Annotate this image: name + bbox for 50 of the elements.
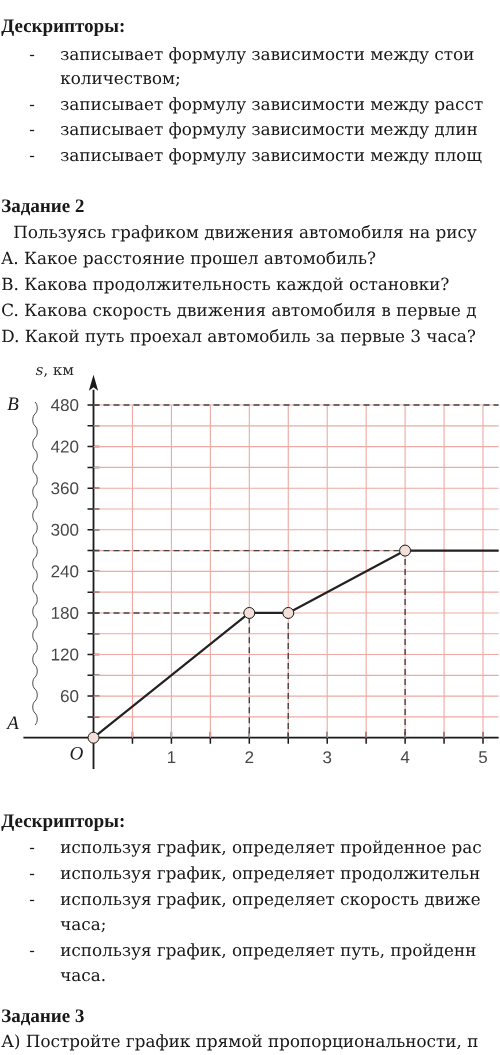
y-tick-label: 360 [51, 482, 79, 495]
text: B. Какова продолжительность каждой остановки? [2, 277, 449, 294]
x-tick-label: 3 [323, 751, 332, 764]
y-tick-label: 120 [51, 648, 79, 661]
point [87, 731, 100, 744]
annotation: O [70, 746, 83, 760]
text: часа; [60, 921, 105, 933]
text: - [29, 155, 35, 158]
y-tick-label: 480 [51, 399, 79, 412]
y-tick-label: 240 [51, 565, 79, 578]
text: Задание 3 [2, 1009, 84, 1026]
text: - [29, 847, 35, 850]
y-tick-label: 60 [60, 690, 79, 703]
text: A [6, 716, 19, 729]
text: A. Какое расстояние прошел автомобиль? [1, 250, 376, 268]
chart-subtitle: Пользуясь графиком движения автомобиля на рису [14, 224, 477, 242]
chart-title: Задание 2 [2, 199, 84, 216]
point [399, 544, 412, 557]
x-tick-label: 1 [167, 751, 176, 763]
text: используя график, определяет скорость движе [60, 892, 480, 909]
text: - [29, 899, 35, 902]
text: количеством; [60, 75, 180, 87]
text: D. Какой путь проехал автомобиль за первые 3 часа? [2, 328, 476, 346]
text: используя график, определяет путь, пройденн [60, 943, 476, 960]
text: используя график, определяет продолжительн [60, 866, 480, 883]
text: Дескрипторы: [1, 19, 124, 37]
point [243, 606, 256, 619]
text: записывает формулу зависимости между длин [60, 122, 477, 139]
text: используя график, определяет пройденное рас [60, 840, 481, 857]
text: часа. [60, 972, 105, 982]
x-tick-label: 2 [245, 751, 254, 764]
x-tick-label: 4 [400, 751, 410, 763]
y-tick-label: 420 [51, 440, 79, 453]
x-tick-label: 5 [478, 751, 488, 764]
text: - [29, 104, 35, 107]
text: - [29, 873, 35, 876]
text: - [29, 129, 35, 132]
text: записывает формулу зависимости между расст [60, 97, 483, 114]
text: - [29, 950, 35, 953]
point [282, 606, 295, 619]
y-tick-label: 300 [51, 523, 79, 536]
text: записывает формулу зависимости между стои [60, 47, 474, 64]
text: C. Какова скорость движения автомобиля в первые д [2, 302, 476, 320]
text: записывает формулу зависимости между площ [60, 148, 482, 165]
y-tick-label: 180 [51, 606, 79, 619]
y-axis-title: s, км [35, 367, 74, 378]
text: А) Постройте график прямой пропорциональности, п [1, 1034, 478, 1051]
text: Дескрипторы: [1, 814, 124, 832]
text: B [7, 397, 19, 411]
text: - [29, 54, 35, 57]
